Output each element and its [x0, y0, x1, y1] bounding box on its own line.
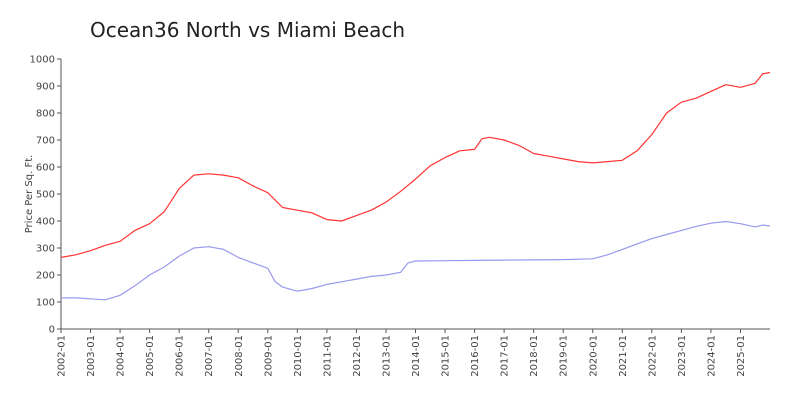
- x-tick-label: 2017-01: [500, 335, 511, 377]
- x-tick-label: 2012-01: [352, 335, 363, 377]
- x-tick-label: 2002-01: [57, 335, 68, 377]
- x-tick-label: 2023-01: [677, 335, 688, 377]
- x-tick-label: 2003-01: [86, 335, 97, 377]
- x-tick-label: 2014-01: [411, 335, 422, 377]
- x-tick-label: 2015-01: [441, 335, 452, 377]
- x-tick-label: 2005-01: [145, 335, 156, 377]
- x-tick-label: 2025-01: [736, 335, 747, 377]
- x-tick-label: 2016-01: [470, 335, 481, 377]
- x-tick-label: 2013-01: [381, 335, 392, 377]
- x-tick-label: 2010-01: [293, 335, 304, 377]
- y-tick-label: 0: [49, 325, 55, 336]
- x-tick-label: 2007-01: [204, 335, 215, 377]
- series-line-2: [61, 220, 771, 301]
- x-tick-label: 2021-01: [618, 335, 629, 377]
- y-tick-label: 100: [36, 298, 55, 309]
- y-tick-label: 800: [36, 109, 55, 120]
- x-tick-label: 2019-01: [559, 335, 570, 377]
- x-tick-label: 2011-01: [322, 335, 333, 377]
- axes: 0 100 200 300 400 500 600 700 800 900 1000 2002-01 2…: [30, 55, 770, 377]
- y-tick-label: 700: [36, 136, 55, 147]
- x-tick-label: 2006-01: [175, 335, 186, 377]
- y-tick-label: 200: [36, 271, 55, 282]
- series-line-1: [60, 71, 771, 258]
- y-tick-label: 400: [36, 217, 55, 228]
- x-tick-label: 2009-01: [263, 335, 274, 377]
- y-tick-label: 900: [36, 82, 55, 93]
- y-tick-label: 300: [36, 244, 55, 255]
- x-tick-label: 2018-01: [529, 335, 540, 377]
- y-tick-label: 600: [36, 163, 55, 174]
- x-tick-label: 2008-01: [234, 335, 245, 377]
- x-tick-label: 2024-01: [706, 335, 717, 377]
- y-tick-label: 500: [36, 190, 55, 201]
- x-tick-label: 2022-01: [647, 335, 658, 377]
- chart-title: Ocean36 North vs Miami Beach: [90, 18, 406, 42]
- x-tick-label: 2004-01: [116, 335, 127, 377]
- y-axis-title: Price Per Sq. Ft.: [24, 155, 35, 234]
- series-layer: [60, 71, 771, 301]
- x-tick-label: 2020-01: [588, 335, 599, 377]
- y-tick-label: 1000: [30, 55, 55, 66]
